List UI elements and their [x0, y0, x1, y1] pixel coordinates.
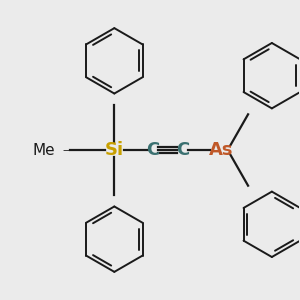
Text: —: —	[63, 145, 74, 155]
Text: As: As	[209, 141, 234, 159]
Text: Si: Si	[105, 141, 124, 159]
Text: C: C	[176, 141, 189, 159]
Text: Me: Me	[32, 142, 55, 158]
Text: C: C	[146, 141, 160, 159]
